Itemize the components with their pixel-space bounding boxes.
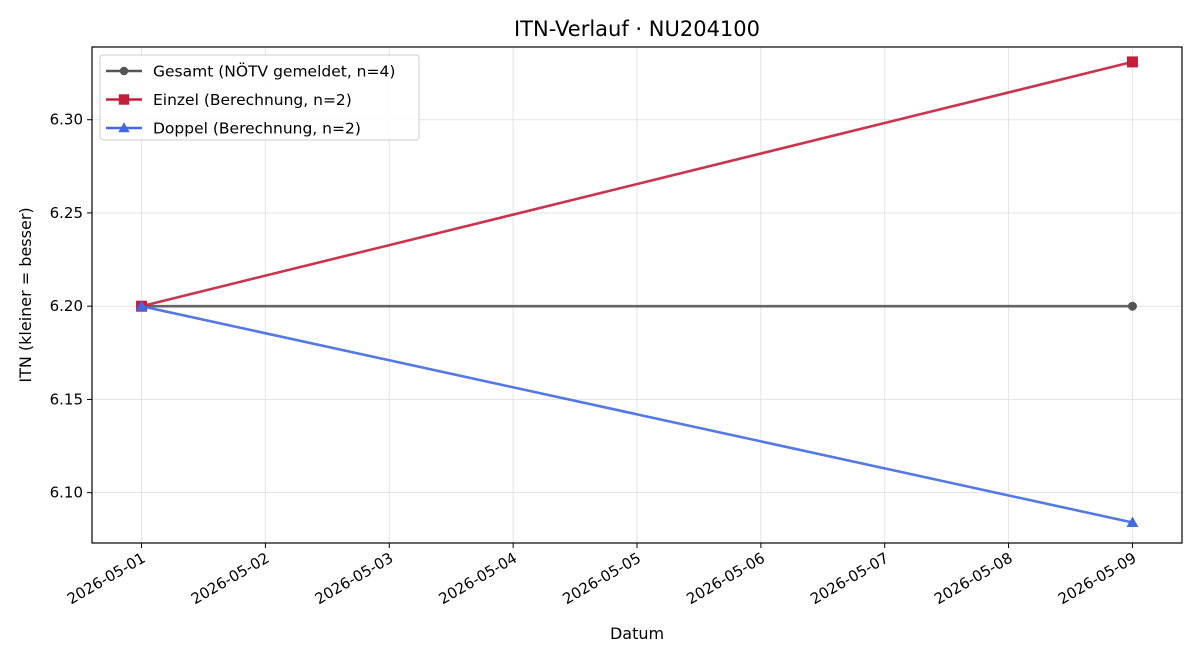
x-tick-label: 2026-05-01 xyxy=(64,549,149,608)
legend-box xyxy=(99,54,420,141)
y-tick-label: 6.20 xyxy=(50,297,83,315)
y-tick-label: 6.25 xyxy=(50,204,83,222)
data-point-circle xyxy=(1127,301,1137,311)
y-tick-label: 6.30 xyxy=(50,111,83,129)
x-axis: 2026-05-01 2026-05-02 2026-05-03 2026-05-04… xyxy=(64,543,1139,608)
series-2 xyxy=(135,300,1139,527)
series-line xyxy=(141,60,1133,308)
legend-item: Gesamt (NÖTV gemeldet, n=4) xyxy=(106,62,395,81)
y-axis-label: ITN (kleiner = besser) xyxy=(16,207,35,382)
data-point-square xyxy=(1126,56,1138,68)
y-tick-label: 6.15 xyxy=(50,390,83,408)
data-point-triangle xyxy=(1126,516,1139,527)
x-tick-label: 2026-05-06 xyxy=(683,549,768,608)
legend-item: Doppel (Berechnung, n=2) xyxy=(106,120,361,138)
series-line xyxy=(141,304,1133,524)
legend-label: Einzel (Berechnung, n=2) xyxy=(153,91,352,109)
legend-label: Gesamt (NÖTV gemeldet, n=4) xyxy=(153,62,395,81)
y-axis: 6.10 6.15 6.20 6.25 6.30 xyxy=(50,111,92,502)
data-point-circle xyxy=(119,66,129,76)
legend-item: Einzel (Berechnung, n=2) xyxy=(106,91,352,109)
x-tick-label: 2026-05-05 xyxy=(559,549,644,608)
y-tick-label: 6.10 xyxy=(50,484,83,502)
data-point-square xyxy=(118,94,130,105)
legend-label: Doppel (Berechnung, n=2) xyxy=(153,120,361,138)
x-tick-label: 2026-05-08 xyxy=(931,549,1016,608)
legend: Gesamt (NÖTV gemeldet, n=4) Einzel (Berec… xyxy=(99,54,420,141)
data-point-triangle xyxy=(135,300,148,311)
chart-title: ITN-Verlauf · NU204100 xyxy=(514,17,760,41)
x-axis-label: Datum xyxy=(610,624,664,643)
series-layer xyxy=(135,56,1139,527)
x-tick-label: 2026-05-02 xyxy=(188,549,273,608)
x-tick-label: 2026-05-07 xyxy=(807,549,892,608)
x-tick-label: 2026-05-04 xyxy=(436,549,521,608)
x-tick-label: 2026-05-09 xyxy=(1055,549,1140,608)
data-point-triangle xyxy=(118,122,130,133)
x-tick-label: 2026-05-03 xyxy=(312,549,397,608)
